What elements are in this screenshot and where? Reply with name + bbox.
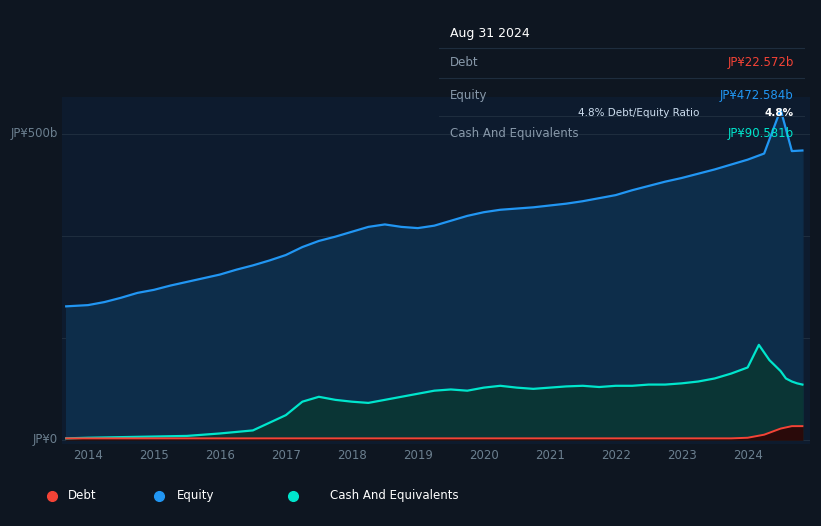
Text: JP¥0: JP¥0 (33, 433, 57, 446)
Text: Equity: Equity (450, 89, 488, 102)
Text: Cash And Equivalents: Cash And Equivalents (330, 489, 459, 502)
Text: Equity: Equity (177, 489, 214, 502)
Text: JP¥22.572b: JP¥22.572b (727, 56, 794, 69)
Text: JP¥500b: JP¥500b (11, 127, 57, 140)
Text: Debt: Debt (450, 56, 479, 69)
Text: Cash And Equivalents: Cash And Equivalents (450, 127, 579, 140)
Text: JP¥472.584b: JP¥472.584b (720, 89, 794, 102)
Text: 4.8%: 4.8% (764, 107, 794, 117)
Text: Aug 31 2024: Aug 31 2024 (450, 27, 530, 40)
Text: JP¥90.581b: JP¥90.581b (727, 127, 794, 140)
Text: 4.8% Debt/Equity Ratio: 4.8% Debt/Equity Ratio (578, 107, 699, 117)
Text: Debt: Debt (68, 489, 97, 502)
